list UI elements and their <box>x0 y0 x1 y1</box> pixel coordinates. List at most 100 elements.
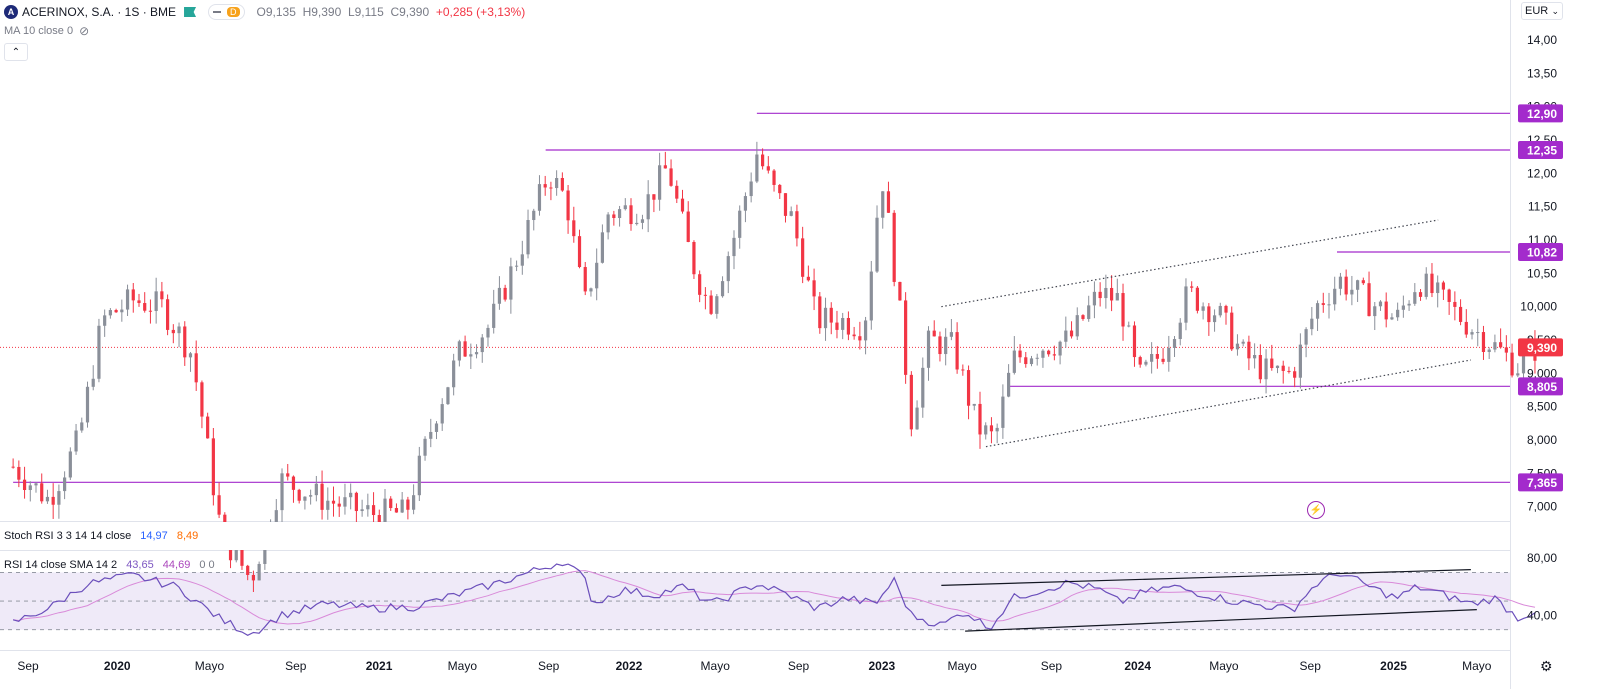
symbol-title[interactable]: ACERINOX, S.A. · 1S · BME <box>22 5 177 19</box>
time-tick-label: Sep <box>285 659 307 673</box>
candle-body <box>154 291 158 311</box>
candle-body <box>1436 282 1440 294</box>
candle-body <box>1510 352 1514 376</box>
candle-body <box>852 334 856 337</box>
candle-body <box>841 317 845 330</box>
time-tick-label: 2020 <box>104 659 131 673</box>
candle-body <box>1064 330 1068 342</box>
gear-icon[interactable]: ⚙ <box>1540 658 1553 674</box>
candle-body <box>675 185 679 199</box>
symbol-header[interactable]: A ACERINOX, S.A. · 1S · BME D O9,135 H9,… <box>4 3 525 21</box>
trend-lines[interactable] <box>941 219 1471 448</box>
time-tick-label: Mayo <box>195 659 225 673</box>
candle-body <box>406 499 410 510</box>
candle-body <box>280 473 284 511</box>
candle-body <box>743 196 748 211</box>
candle-body <box>1035 357 1039 359</box>
candle-body <box>577 236 582 268</box>
horizontal-levels[interactable] <box>0 112 1510 483</box>
candle-body <box>1441 282 1446 290</box>
candle-body <box>549 187 553 189</box>
candle-body <box>234 546 238 561</box>
candle-body <box>537 184 542 211</box>
candle-body <box>85 386 90 423</box>
candle-body <box>1150 354 1154 362</box>
candle-body <box>572 220 576 237</box>
close-value: C9,390 <box>390 5 430 19</box>
time-tick-label: 2025 <box>1380 659 1407 673</box>
candle-body <box>1378 301 1383 307</box>
candle-body <box>738 210 742 238</box>
candle-body <box>1396 309 1400 318</box>
candle-body <box>720 281 725 297</box>
candle-body <box>1121 293 1125 327</box>
candle-body <box>1178 322 1182 340</box>
candle-body <box>520 254 524 266</box>
currency-select[interactable]: EUR ⌄ <box>1521 2 1563 20</box>
candle-body <box>194 353 198 383</box>
candle-body <box>772 170 776 185</box>
candle-body <box>1499 342 1503 348</box>
candle-body <box>68 451 72 478</box>
candle-body <box>17 466 21 480</box>
rsi-tick-label: 80,00 <box>1527 551 1557 565</box>
ma-indicator-label[interactable]: MA 10 close 0 ⊘ <box>4 24 89 38</box>
stoch-rsi-label[interactable]: Stoch RSI 3 3 14 14 close 14,97 8,49 <box>4 530 198 542</box>
rsi-tick-label: 40,00 <box>1527 608 1557 622</box>
interval-pill[interactable]: D <box>208 4 245 20</box>
candle-body <box>812 280 816 297</box>
candle-body <box>755 154 759 182</box>
level-tag: 10,82 <box>1527 246 1557 260</box>
collapse-button[interactable]: ⌃ <box>4 43 28 61</box>
candle-body <box>1253 355 1257 359</box>
candle-body <box>97 325 101 379</box>
eye-off-icon[interactable]: ⊘ <box>79 24 90 38</box>
candle-body <box>972 403 976 406</box>
rsi-label-row[interactable]: RSI 14 close SMA 14 2 43,65 44,69 0 0 <box>4 559 215 571</box>
rsi-sma-line <box>13 570 1536 625</box>
flag-icon[interactable] <box>184 7 197 17</box>
candle-body <box>806 276 810 281</box>
time-tick-label: Mayo <box>1462 659 1492 673</box>
candle-body <box>1230 312 1234 350</box>
minus-icon <box>213 11 222 13</box>
candle-body <box>349 492 353 498</box>
candle-body <box>766 166 770 171</box>
candle-body <box>938 336 942 355</box>
candle-body <box>143 303 147 311</box>
change-value: +0,285 (+3,13%) <box>435 5 526 19</box>
candle-body <box>434 423 439 432</box>
candle-body <box>583 267 587 292</box>
candle-body <box>45 496 50 502</box>
candle-body <box>1058 341 1062 356</box>
candle-body <box>1315 303 1320 319</box>
candle-body <box>1327 304 1331 306</box>
bolt-icon[interactable]: ⚡ <box>1307 501 1325 519</box>
candle-body <box>1281 365 1285 371</box>
candle-body <box>509 266 513 300</box>
candle-body <box>949 332 953 337</box>
candle-body <box>188 353 193 358</box>
time-tick-label: Mayo <box>1209 659 1239 673</box>
candle-body <box>446 387 450 405</box>
candle-body <box>120 309 124 313</box>
candle-body <box>343 497 347 507</box>
candle-body <box>40 483 44 502</box>
candle-body <box>1453 301 1457 307</box>
rsi-line <box>12 563 1536 636</box>
candle-body <box>663 165 667 169</box>
price-tick-label: 14,00 <box>1527 33 1557 47</box>
candle-body <box>1418 292 1423 297</box>
candle-body <box>337 503 341 507</box>
candle-body <box>114 310 118 313</box>
candle-body <box>492 303 496 328</box>
candle-body <box>1361 280 1365 284</box>
candle-body <box>1201 306 1205 311</box>
price-tick-label: 12,00 <box>1527 166 1557 180</box>
candle-body <box>1275 365 1280 369</box>
candle-body <box>223 514 227 529</box>
candle-body <box>103 315 107 326</box>
candle-body <box>486 327 490 338</box>
candle-body <box>686 211 690 242</box>
